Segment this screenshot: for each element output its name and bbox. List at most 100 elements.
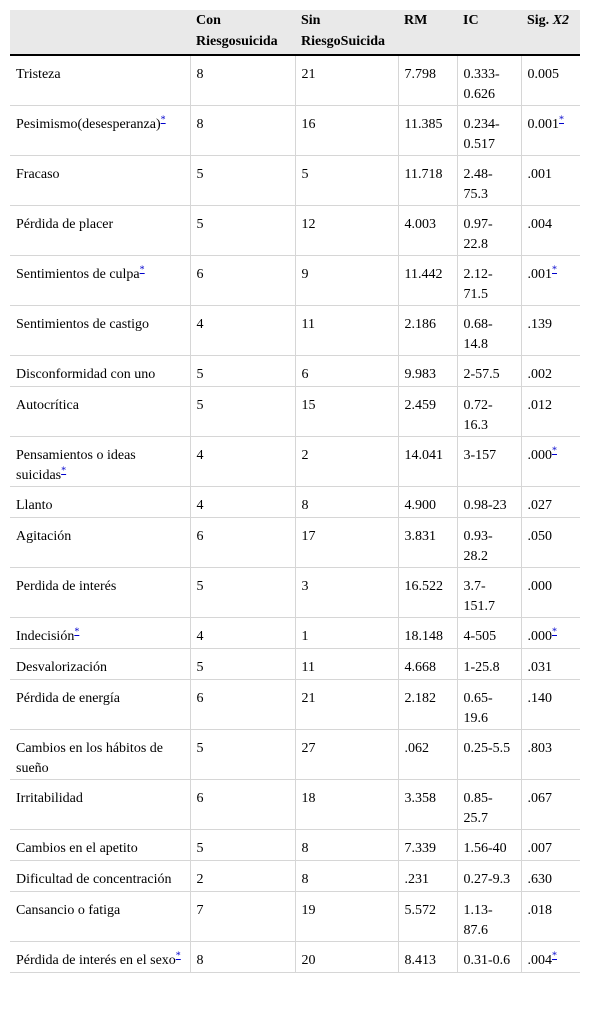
table-cell: 0.001* [520, 105, 580, 156]
table-cell: 2 [294, 436, 399, 487]
con-text: 5 [196, 660, 204, 675]
footnote-link[interactable]: * [559, 114, 564, 126]
table-cell: 4 [189, 305, 296, 356]
table-cell: .139 [520, 305, 580, 356]
footnote-link[interactable]: * [160, 114, 166, 126]
header-symbol: X2 [552, 13, 570, 28]
table-row: Irritabilidad 6 18 3.358 0.85-25.7 .067 [10, 779, 580, 830]
footnote-link[interactable]: * [552, 264, 557, 276]
con-text: 5 [196, 741, 204, 756]
sig-text: .140 [527, 691, 553, 706]
sin-text: 27 [301, 741, 316, 756]
table-cell: 7 [189, 891, 296, 942]
header-cell: Sin RiesgoSuicida [295, 10, 398, 56]
sin-text: 18 [301, 791, 316, 806]
sin-text: 12 [301, 217, 316, 232]
table-cell: 12 [294, 205, 399, 256]
table-cell: 1-25.8 [456, 648, 522, 680]
table-cell: .001 [520, 155, 580, 206]
ic-text: 0.234-0.517 [463, 117, 500, 152]
table-row: Llanto 4 8 4.900 0.98-23 .027 [10, 486, 580, 518]
label-text: Autocrítica [16, 398, 79, 413]
sin-text: 15 [301, 398, 316, 413]
rm-text: 11.718 [404, 167, 443, 182]
table-cell: Indecisión* [10, 617, 191, 649]
label-text: Pensamientos o ideas suicidas [16, 448, 136, 483]
table-cell: 8 [189, 105, 296, 156]
footnote-link[interactable]: * [139, 264, 145, 276]
table-cell: 7.798 [397, 54, 458, 106]
table-cell: 15 [294, 386, 399, 437]
con-text: 8 [196, 953, 204, 968]
label-text: Tristeza [16, 67, 61, 82]
table-cell: 6 [189, 779, 296, 830]
table-cell: .027 [520, 486, 580, 518]
con-text: 2 [196, 872, 204, 887]
footnote-link[interactable]: * [552, 445, 557, 457]
table-cell: 2-57.5 [456, 355, 522, 387]
rm-text: 4.900 [404, 498, 437, 513]
rm-text: 7.798 [404, 67, 437, 82]
rm-text: 3.831 [404, 529, 437, 544]
table-row: Fracaso 5 5 11.718 2.48-75.3 .001 [10, 155, 580, 206]
table-cell: Fracaso [10, 155, 191, 206]
ic-text: 2.12-71.5 [463, 267, 493, 302]
label-text: Pérdida de placer [16, 217, 114, 232]
table-cell: 20 [294, 941, 399, 973]
sin-text: 11 [301, 660, 315, 675]
table-cell: 5 [189, 355, 296, 387]
table-cell: 5 [189, 155, 296, 206]
label-text: Fracaso [16, 167, 60, 182]
table-cell: 3.7-151.7 [456, 567, 522, 618]
rm-text: 4.003 [404, 217, 437, 232]
table-cell: 5 [189, 729, 296, 780]
footnote-link[interactable]: * [74, 626, 80, 638]
sin-text: 3 [301, 579, 309, 594]
rm-text: 2.459 [404, 398, 437, 413]
table-cell: 4.900 [397, 486, 458, 518]
footnote-link[interactable]: * [61, 465, 67, 477]
table-cell: .001* [520, 255, 580, 306]
ic-text: 2-57.5 [463, 367, 500, 382]
sig-text: .000 [527, 448, 553, 463]
rm-text: .062 [404, 741, 430, 756]
table-cell: Pérdida de energía [10, 679, 191, 730]
sig-text: .803 [527, 741, 553, 756]
header-cell: Sig. X2 [521, 10, 580, 56]
rm-text: 14.041 [404, 448, 444, 463]
rm-text: 7.339 [404, 841, 437, 856]
footnote-link[interactable]: * [552, 950, 557, 962]
con-text: 5 [196, 217, 204, 232]
ic-text: 2.48-75.3 [463, 167, 493, 202]
table-cell: 9.983 [397, 355, 458, 387]
table-cell: .062 [397, 729, 458, 780]
sin-text: 21 [301, 67, 316, 82]
con-text: 8 [196, 117, 204, 132]
footnote-link[interactable]: * [552, 626, 557, 638]
table-cell: 0.234-0.517 [456, 105, 522, 156]
table-cell: Cansancio o fatiga [10, 891, 191, 942]
table-cell: 11 [294, 648, 399, 680]
table-cell: 5 [189, 567, 296, 618]
table-cell: 5 [189, 386, 296, 437]
rm-text: 4.668 [404, 660, 437, 675]
rm-text: .231 [404, 872, 430, 887]
rm-text: 5.572 [404, 903, 437, 918]
footnote-link[interactable]: * [175, 950, 181, 962]
label-text: Pérdida de interés en el sexo [16, 953, 176, 968]
con-text: 8 [196, 67, 204, 82]
table-cell: 11 [294, 305, 399, 356]
table-cell: 0.68-14.8 [456, 305, 522, 356]
table-cell: 2.182 [397, 679, 458, 730]
sin-text: 9 [301, 267, 309, 282]
sig-text: .004 [527, 953, 553, 968]
rm-text: 11.442 [404, 267, 443, 282]
table-cell: 9 [294, 255, 399, 306]
table-header: Con Riesgosuicida Sin RiesgoSuicida RM I… [10, 10, 580, 56]
table-cell: .007 [520, 829, 580, 861]
table-cell: 5 [189, 648, 296, 680]
con-text: 5 [196, 367, 204, 382]
table-row: Sentimientos de culpa* 6 9 11.442 2.12-71.5.… [10, 255, 580, 306]
sig-text: .018 [527, 903, 553, 918]
label-text: Irritabilidad [16, 791, 83, 806]
